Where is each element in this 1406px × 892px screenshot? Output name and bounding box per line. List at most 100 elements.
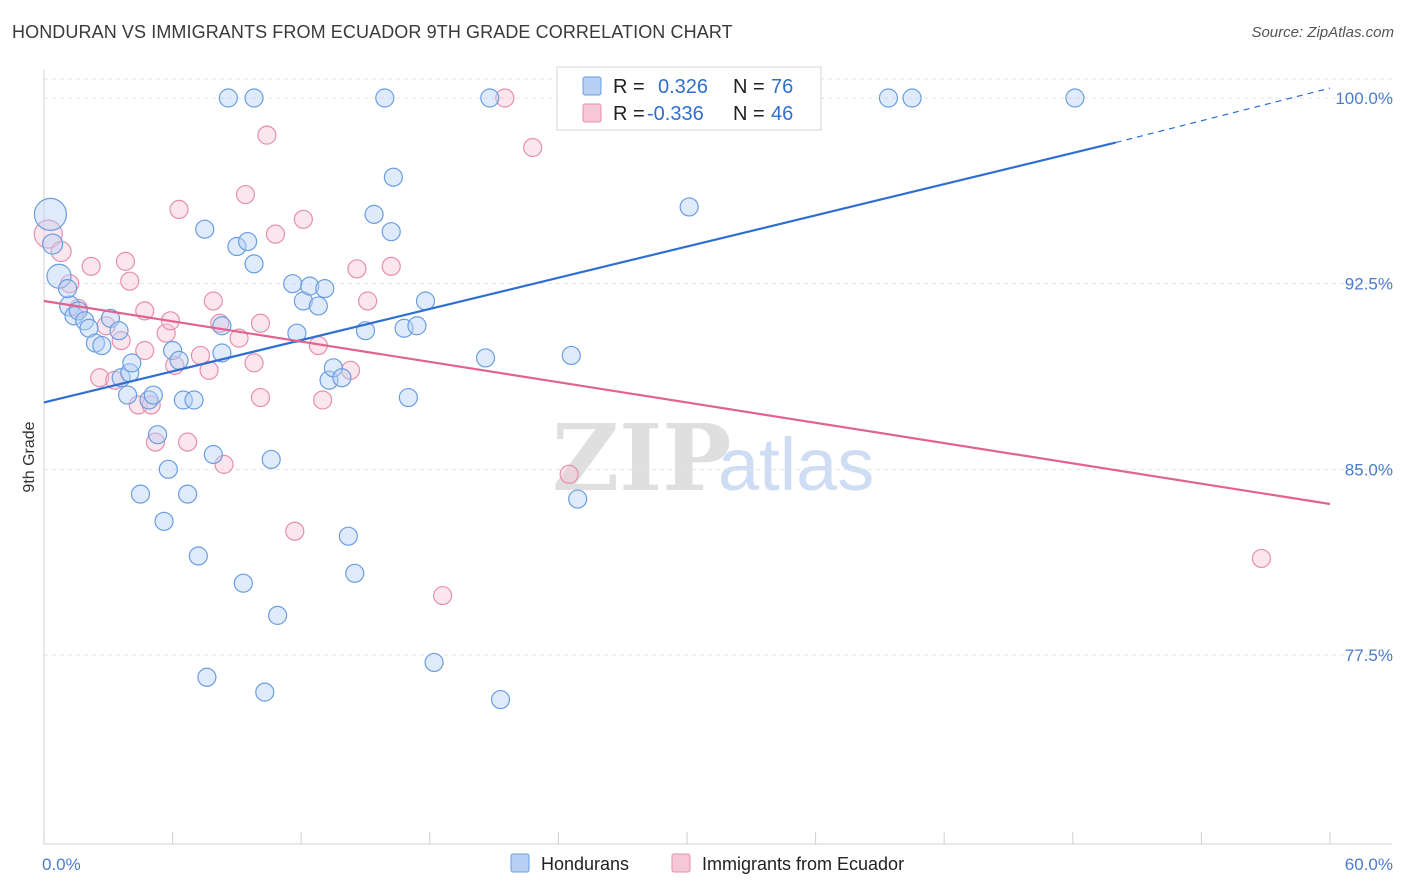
honduran-point — [147, 425, 168, 445]
ecuador-point — [115, 251, 136, 271]
ecuador-trend-line — [43, 299, 1331, 506]
honduran-point — [261, 449, 281, 470]
honduran-point — [383, 167, 403, 187]
y-tick-label: 77.5% — [1345, 646, 1393, 665]
honduran-point — [212, 316, 232, 336]
hondurans-trend-extension — [1115, 87, 1331, 144]
legend-r-value-blue: 0.326 — [658, 76, 708, 98]
honduran-point — [163, 340, 183, 361]
y-tick-labels: 77.5% 85.0% 92.5% 100.0% — [1335, 89, 1393, 665]
legend-ecuador-swatch — [671, 853, 691, 873]
honduran-point — [398, 387, 418, 408]
legend-hondurans-label: Hondurans — [541, 854, 629, 874]
ecuador-point — [250, 313, 271, 333]
ecuador-point — [257, 125, 277, 145]
honduran-point — [345, 563, 365, 583]
legend-r-value-pink: -0.336 — [647, 103, 704, 125]
honduran-point — [902, 88, 922, 108]
honduran-point — [283, 274, 303, 294]
ecuador-point — [293, 209, 313, 229]
ecuador-point — [433, 585, 453, 606]
y-axis-title: 9th Grade — [21, 421, 38, 492]
legend-ecuador-label: Immigrants from Ecuador — [702, 854, 904, 874]
honduran-point — [218, 88, 238, 108]
chart-title: HONDURAN VS IMMIGRANTS FROM ECUADOR 9TH … — [12, 22, 733, 42]
ecuador-point — [495, 88, 515, 108]
honduran-point — [424, 652, 444, 673]
honduran-point — [178, 484, 198, 504]
ecuador-point — [358, 291, 378, 311]
ecuador-point — [347, 259, 367, 279]
honduran-point — [375, 88, 395, 108]
honduran-point — [173, 390, 193, 410]
y-tick-label: 85.0% — [1345, 460, 1393, 479]
honduran-point — [244, 254, 264, 274]
legend-r-label: R = — [613, 103, 645, 125]
honduran-point — [315, 279, 335, 299]
ecuador-point — [235, 184, 256, 205]
hondurans-trend-line — [43, 141, 1116, 404]
honduran-point — [381, 222, 401, 242]
ecuador-point — [265, 224, 286, 244]
legend-hondurans-swatch — [510, 853, 530, 873]
honduran-point — [878, 88, 899, 108]
ecuador-point — [523, 137, 543, 158]
watermark-zip: ZIP — [552, 404, 731, 512]
honduran-point — [233, 573, 253, 593]
honduran-point — [227, 236, 247, 257]
honduran-point — [244, 88, 264, 108]
source-credit: Source: ZipAtlas.com — [1251, 24, 1394, 41]
ecuador-point — [244, 353, 264, 373]
ecuador-point — [250, 387, 271, 408]
series-hondurans — [33, 88, 1085, 710]
honduran-point — [117, 385, 138, 405]
legend-n-value-blue: 76 — [771, 76, 793, 98]
honduran-point — [41, 233, 64, 255]
honduran-point — [407, 316, 427, 336]
ecuador-point — [90, 368, 110, 388]
x-axis-ticks — [43, 832, 1331, 844]
legend-n-label: N = — [733, 103, 765, 125]
ecuador-point — [81, 256, 101, 276]
x-tick-label-min: 0.0% — [42, 855, 81, 874]
ecuador-point — [559, 464, 579, 484]
honduran-point — [195, 219, 215, 239]
x-tick-label-max: 60.0% — [1345, 855, 1393, 874]
honduran-point — [184, 390, 204, 410]
legend-n-label: N = — [733, 76, 765, 98]
honduran-point — [679, 197, 699, 217]
honduran-point — [197, 667, 217, 687]
honduran-point — [57, 279, 78, 299]
watermark-atlas: atlas — [718, 423, 874, 506]
trend-lines — [43, 87, 1331, 506]
honduran-point — [475, 348, 496, 368]
legend-r-label: R = — [613, 76, 645, 98]
honduran-point — [561, 345, 581, 366]
ecuador-point — [214, 454, 234, 474]
honduran-point — [268, 605, 288, 625]
ecuador-point — [199, 360, 219, 380]
honduran-point — [188, 546, 208, 566]
honduran-point — [169, 350, 189, 371]
honduran-point — [255, 682, 275, 702]
ecuador-point — [203, 291, 223, 311]
honduran-point — [332, 368, 352, 388]
ecuador-point — [229, 328, 249, 348]
honduran-point — [92, 335, 112, 356]
honduran-point — [1065, 88, 1085, 108]
ecuador-point — [178, 432, 198, 452]
ecuador-point — [169, 199, 189, 219]
y-tick-label: 92.5% — [1345, 275, 1393, 294]
ecuador-point — [135, 340, 155, 361]
honduran-point — [415, 291, 436, 311]
honduran-point — [154, 511, 174, 531]
honduran-point — [238, 231, 258, 252]
honduran-point — [122, 353, 142, 373]
honduran-point — [338, 526, 358, 546]
honduran-point — [300, 276, 320, 296]
honduran-point — [143, 385, 163, 405]
honduran-point — [130, 484, 151, 504]
watermark: ZIP atlas — [552, 404, 874, 512]
honduran-point — [33, 197, 68, 231]
